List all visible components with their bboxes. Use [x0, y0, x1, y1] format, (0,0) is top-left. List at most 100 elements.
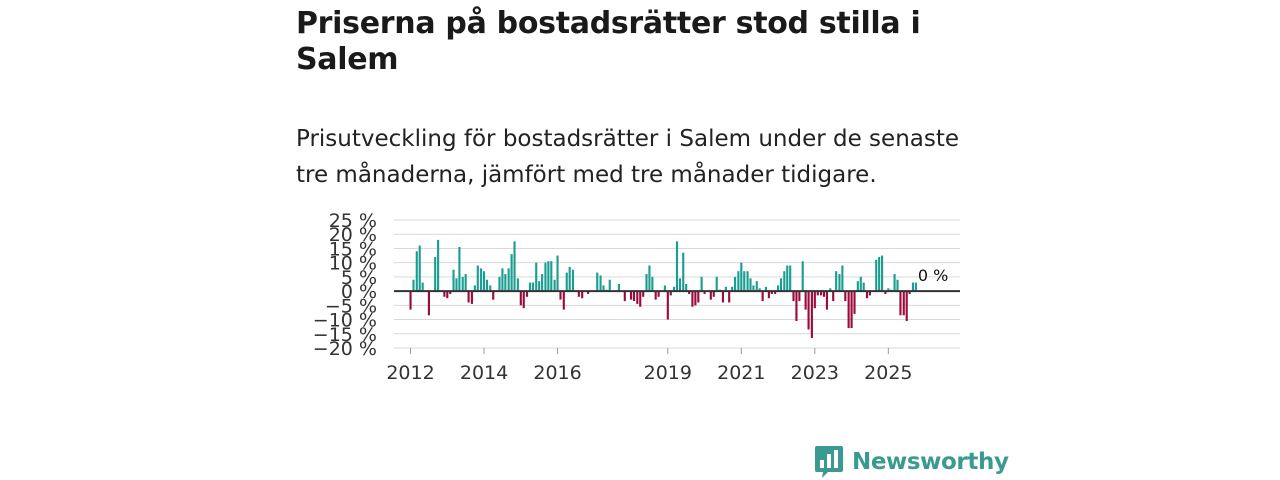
- bar: [865, 291, 869, 299]
- bar: [908, 291, 911, 294]
- bar: [795, 291, 798, 321]
- bar: [850, 291, 853, 329]
- bar: [914, 282, 917, 292]
- bar: [617, 284, 620, 292]
- bar: [482, 271, 486, 292]
- bar: [672, 286, 676, 292]
- bar: [516, 278, 519, 292]
- bar: [443, 291, 446, 297]
- bar: [446, 291, 449, 299]
- bar: [480, 268, 483, 292]
- bar: [467, 291, 470, 303]
- bar: [586, 291, 590, 294]
- bar: [721, 291, 725, 303]
- bar: [525, 291, 529, 297]
- bar: [755, 281, 758, 292]
- bar: [758, 288, 761, 292]
- bar: [553, 279, 556, 292]
- y-tick-label: 15 %: [329, 238, 377, 260]
- bar: [804, 291, 807, 310]
- brand-name: Newsworthy: [852, 449, 1009, 475]
- bar: [820, 291, 823, 296]
- chart-title: Priserna på bostadsrätter stod stilla i …: [296, 6, 921, 77]
- bar: [899, 291, 902, 316]
- y-tick-label: 20 %: [329, 224, 377, 246]
- bar: [409, 291, 412, 310]
- bar-chart: 25 %20 %15 %10 %5 %0 %−5 %−10 %−15 %−20 …: [313, 210, 960, 384]
- bar: [884, 291, 887, 294]
- bar: [688, 291, 691, 294]
- newsworthy-logo-icon: [815, 446, 843, 478]
- newsworthy-logo[interactable]: Newsworthy: [814, 445, 1009, 479]
- bar: [657, 291, 660, 297]
- bar: [556, 255, 559, 292]
- bar: [691, 291, 694, 307]
- bar: [498, 276, 501, 292]
- bar: [777, 285, 780, 292]
- bar: [651, 276, 654, 292]
- bar: [421, 282, 424, 292]
- bar: [825, 291, 829, 310]
- bar: [547, 261, 550, 292]
- y-tick-label: 10 %: [329, 253, 377, 275]
- bar: [415, 251, 418, 292]
- bar: [492, 291, 495, 300]
- bar: [715, 276, 718, 292]
- bar: [418, 245, 421, 292]
- bar: [519, 291, 522, 306]
- bar: [654, 291, 657, 300]
- bar: [902, 291, 905, 316]
- bar: [437, 239, 440, 292]
- y-tick-label: −5 %: [325, 295, 377, 317]
- bar: [645, 274, 648, 292]
- y-tick-label: −20 %: [313, 338, 377, 360]
- x-tick-label: 2023: [791, 362, 839, 384]
- bar: [550, 261, 553, 292]
- bar: [562, 291, 565, 310]
- bar: [507, 268, 510, 292]
- bar: [577, 291, 580, 297]
- bar: [682, 252, 685, 292]
- bar: [911, 282, 915, 292]
- bar: [535, 262, 538, 292]
- bar: [792, 291, 795, 302]
- bar: [639, 291, 642, 307]
- bar: [859, 276, 862, 292]
- bar: [510, 254, 513, 292]
- x-tick-label: 2025: [864, 362, 912, 384]
- bar: [531, 282, 534, 292]
- x-tick-label: 2016: [533, 362, 581, 384]
- bar: [764, 286, 768, 292]
- bar: [678, 278, 681, 292]
- bar: [853, 291, 856, 314]
- bar: [835, 271, 838, 292]
- bar: [734, 276, 737, 292]
- bar: [455, 278, 458, 292]
- bar: [608, 279, 611, 292]
- bar: [774, 291, 777, 294]
- bar: [724, 286, 727, 292]
- bar: [868, 291, 872, 296]
- bar: [541, 274, 544, 292]
- bar: [832, 291, 835, 302]
- bar: [786, 265, 789, 292]
- x-tick-label: 2019: [644, 362, 692, 384]
- bar: [779, 278, 783, 292]
- bar: [822, 291, 826, 297]
- bar: [862, 282, 865, 292]
- bar: [761, 291, 764, 302]
- bar: [841, 265, 844, 292]
- bar: [737, 271, 740, 292]
- bar: [700, 276, 703, 292]
- bar: [452, 269, 455, 292]
- bar: [905, 291, 908, 321]
- bar: [746, 271, 749, 292]
- bar: [623, 291, 626, 302]
- bar: [485, 279, 489, 292]
- bar: [648, 265, 651, 292]
- y-tick-label: −10 %: [313, 310, 377, 332]
- y-tick-label: −15 %: [313, 324, 377, 346]
- bar: [412, 279, 415, 292]
- bar: [887, 288, 890, 292]
- bar: [896, 279, 899, 292]
